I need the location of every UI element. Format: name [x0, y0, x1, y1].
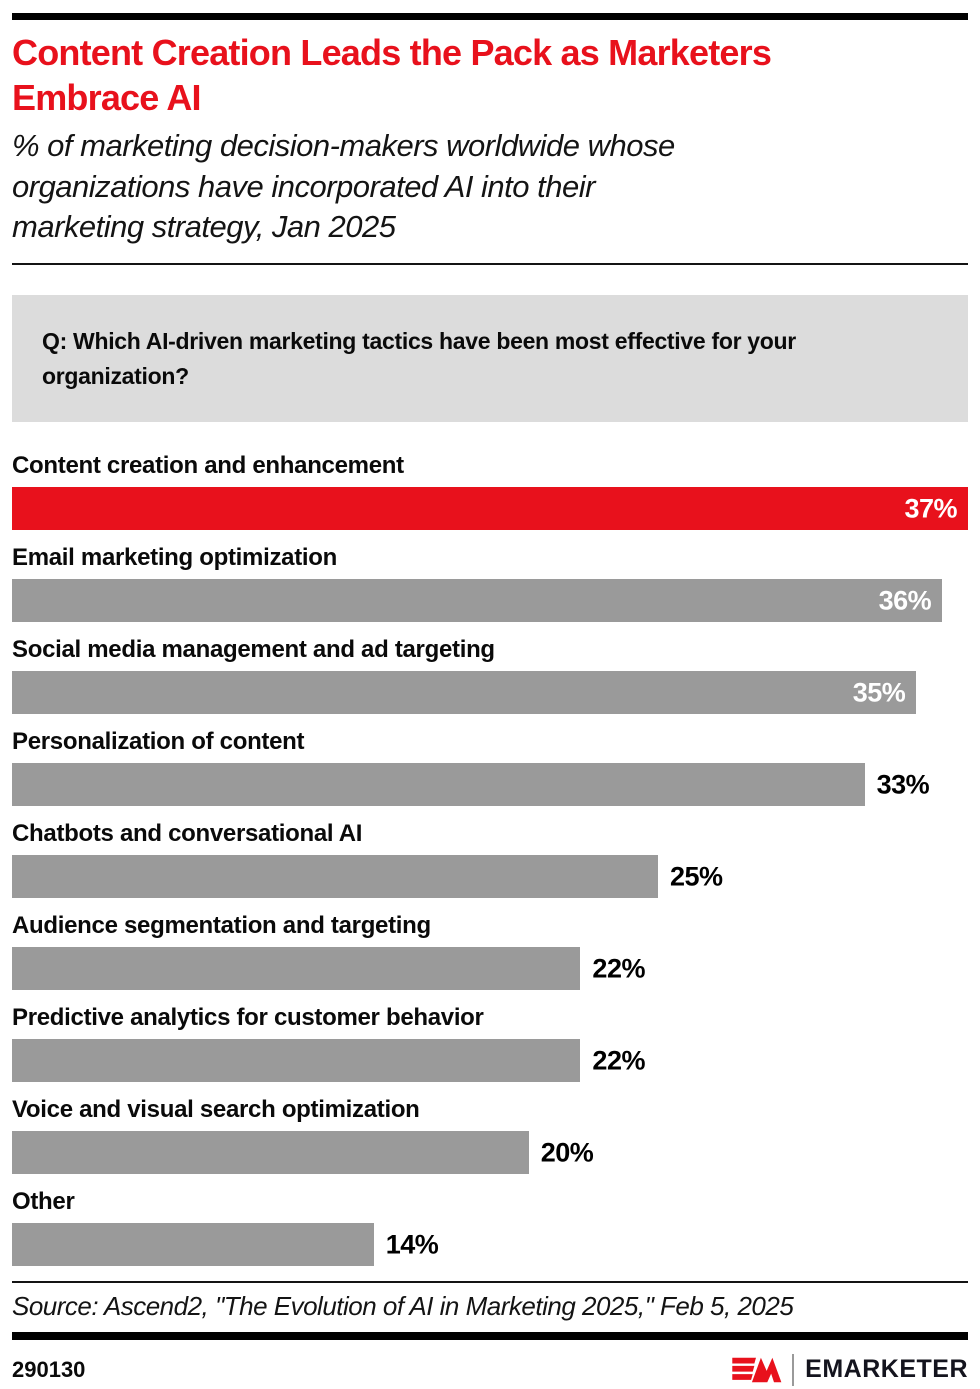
brand-logo: EMARKETER [729, 1351, 968, 1389]
header-divider [12, 263, 968, 266]
bar-category-label: Voice and visual search optimization [12, 1096, 420, 1124]
bar-track: 25% [12, 855, 968, 899]
page-title: Content Creation Leads the Pack as Marke… [12, 32, 772, 118]
bar-category-label: Other [12, 1188, 75, 1216]
chart-subtitle: % of marketing decision-makers worldwide… [12, 128, 675, 244]
bar-track: 14% [12, 1223, 968, 1267]
bar-chart: Content creation and enhancement 37% Ema… [12, 453, 968, 1281]
bar: 37% [12, 487, 968, 531]
bar-value-label: 25% [669, 861, 723, 892]
bar-row: Other 14% [12, 1188, 968, 1267]
bar-track: 36% [12, 579, 968, 623]
question-text: Q: Which AI-driven marketing tactics hav… [42, 328, 796, 389]
bar-category-label: Predictive analytics for customer behavi… [12, 1004, 484, 1032]
bar-value-label: 33% [876, 769, 930, 800]
bar-value-label: 22% [592, 1045, 645, 1076]
bar-row: Personalization of content 33% [12, 728, 968, 807]
question-box: Q: Which AI-driven marketing tactics hav… [12, 295, 968, 423]
top-rule [12, 13, 968, 20]
bar: 20% [12, 1131, 594, 1175]
bar-track: 37% [12, 487, 968, 531]
bar-track: 33% [12, 763, 968, 807]
brand-divider [792, 1353, 795, 1386]
brand-wordmark: EMARKETER [805, 1355, 968, 1384]
bar-value-label: 36% [878, 585, 932, 616]
bar-category-label: Audience segmentation and targeting [12, 912, 431, 940]
bar-category-label: Personalization of content [12, 728, 305, 756]
bar-row: Content creation and enhancement 37% [12, 452, 968, 531]
bar-row: Social media management and ad targeting… [12, 636, 968, 715]
source-note: Source: Ascend2, "The Evolution of AI in… [12, 1291, 794, 1322]
bar: 14% [12, 1223, 439, 1267]
bar-value-label: 20% [540, 1137, 594, 1168]
bar-category-label: Content creation and enhancement [12, 452, 404, 480]
bar-category-label: Chatbots and conversational AI [12, 820, 363, 848]
bar-category-label: Email marketing optimization [12, 544, 337, 572]
bar-row: Voice and visual search optimization 20% [12, 1096, 968, 1175]
footer: 290130 EMARKETER [12, 1351, 968, 1389]
bar-value-label: 14% [385, 1229, 439, 1260]
bar-row: Chatbots and conversational AI 25% [12, 820, 968, 899]
bar: 25% [12, 855, 723, 899]
bar-value-label: 37% [904, 493, 957, 524]
bar: 33% [12, 763, 930, 807]
bar: 35% [12, 671, 917, 715]
emarketer-logo-icon [732, 1357, 782, 1382]
bar-row: Audience segmentation and targeting 22% [12, 912, 968, 991]
bar-track: 22% [12, 947, 968, 991]
bar-category-label: Social media management and ad targeting [12, 636, 495, 664]
bottom-rule [12, 1331, 968, 1340]
bar-row: Predictive analytics for customer behavi… [12, 1004, 968, 1083]
bar: 22% [12, 1039, 645, 1083]
bar-track: 22% [12, 1039, 968, 1083]
bar-value-label: 35% [852, 677, 906, 708]
bar: 22% [12, 947, 645, 991]
bar-row: Email marketing optimization 36% [12, 544, 968, 623]
bar-track: 20% [12, 1131, 968, 1175]
bar: 36% [12, 579, 943, 623]
bar-track: 35% [12, 671, 968, 715]
bar-value-label: 22% [592, 953, 645, 984]
source-divider [12, 1281, 968, 1284]
chart-id: 290130 [12, 1356, 86, 1382]
